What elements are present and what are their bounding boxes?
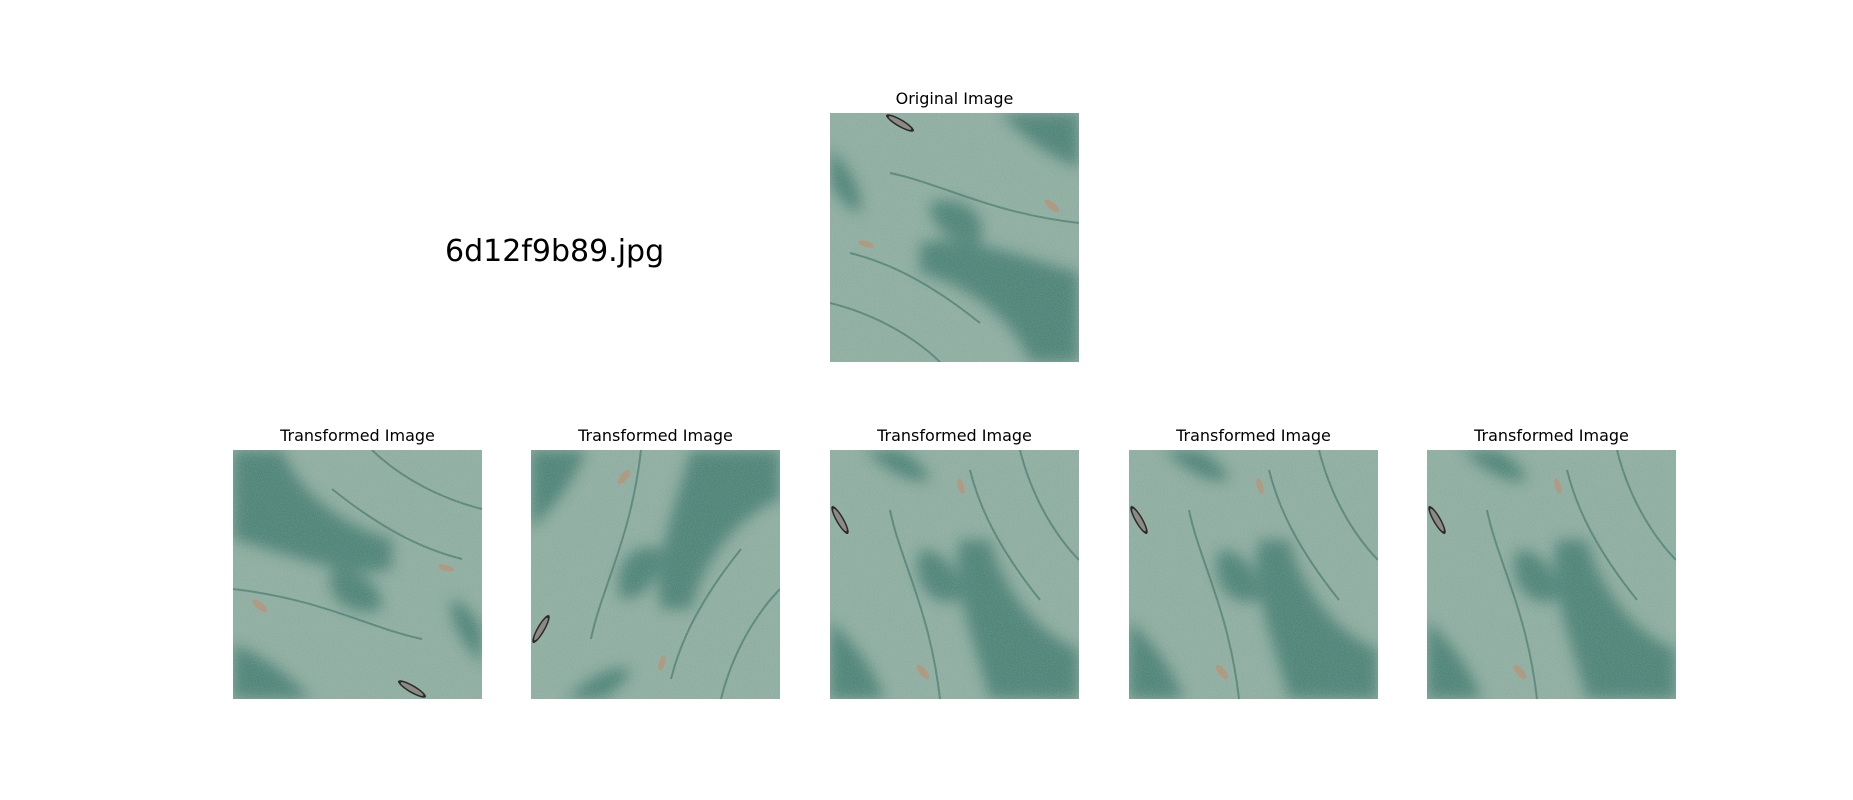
transformed-image-5 (1427, 450, 1676, 699)
original-image (830, 113, 1079, 362)
transformed-image-panel-3: Transformed Image (830, 426, 1079, 699)
transformed-image-1 (233, 450, 482, 699)
transformed-image-panel-5: Transformed Image (1427, 426, 1676, 699)
transformed-image-panel-2: Transformed Image (531, 426, 780, 699)
transformed-image-3 (830, 450, 1079, 699)
file-name-label: 6d12f9b89.jpg (445, 234, 665, 269)
original-image-panel: Original Image (830, 89, 1079, 362)
original-image-title: Original Image (895, 89, 1014, 108)
transformed-image-title-5: Transformed Image (1474, 426, 1629, 445)
transformed-image-2 (531, 450, 780, 699)
transformed-image-title-3: Transformed Image (877, 426, 1032, 445)
transformed-image-panel-1: Transformed Image (233, 426, 482, 699)
transformed-image-title-2: Transformed Image (578, 426, 733, 445)
transformed-image-title-1: Transformed Image (280, 426, 435, 445)
transformed-image-title-4: Transformed Image (1176, 426, 1331, 445)
transformed-image-panel-4: Transformed Image (1129, 426, 1378, 699)
transformed-image-4 (1129, 450, 1378, 699)
